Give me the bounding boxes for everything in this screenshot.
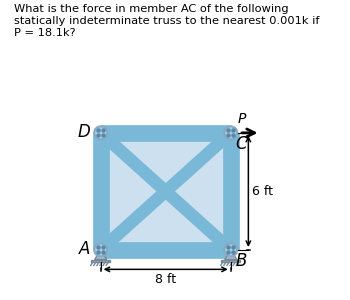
Circle shape: [94, 243, 107, 256]
Polygon shape: [91, 260, 110, 262]
Text: 6 ft: 6 ft: [252, 185, 273, 198]
Circle shape: [94, 126, 107, 140]
Circle shape: [224, 126, 237, 140]
Text: P = 18.1k?: P = 18.1k?: [14, 28, 76, 38]
Text: C: C: [235, 135, 246, 153]
Polygon shape: [225, 250, 237, 260]
Text: D: D: [78, 123, 91, 141]
Text: A: A: [79, 240, 91, 258]
Circle shape: [224, 243, 237, 256]
Text: 8 ft: 8 ft: [155, 273, 176, 286]
Text: B: B: [235, 252, 247, 270]
Text: P: P: [237, 112, 246, 126]
Polygon shape: [101, 133, 231, 250]
Polygon shape: [222, 260, 240, 262]
Text: What is the force in member AC of the following: What is the force in member AC of the fo…: [14, 4, 289, 14]
Polygon shape: [95, 250, 107, 260]
Text: statically indeterminate truss to the nearest 0.001k if: statically indeterminate truss to the ne…: [14, 16, 320, 26]
